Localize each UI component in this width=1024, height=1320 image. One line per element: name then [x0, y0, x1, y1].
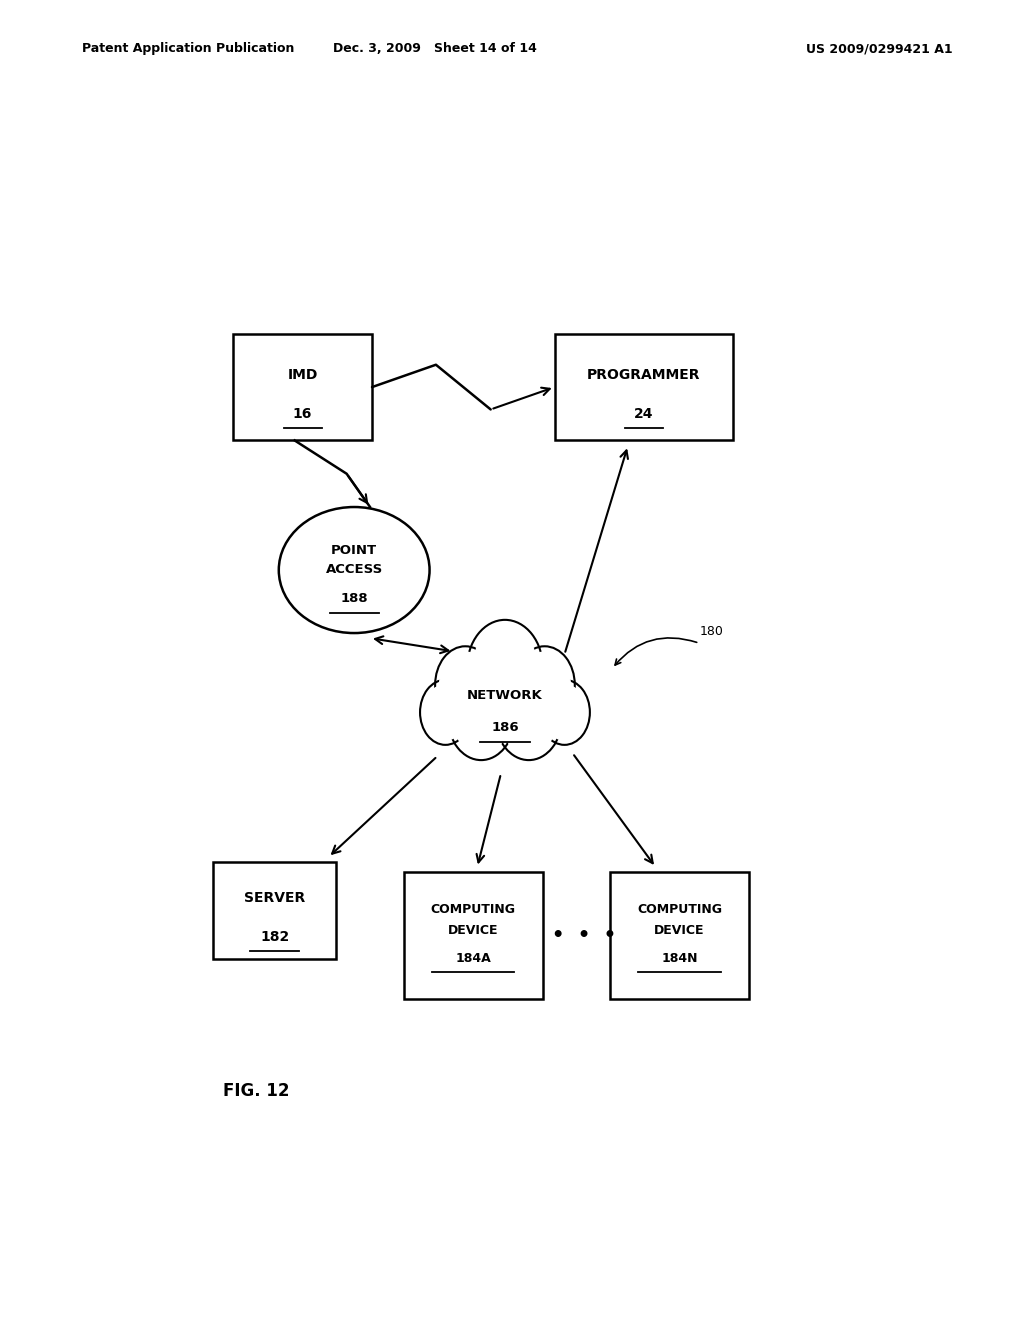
- Text: IMD: IMD: [288, 368, 317, 381]
- Text: US 2009/0299421 A1: US 2009/0299421 A1: [806, 42, 952, 55]
- FancyBboxPatch shape: [213, 862, 336, 958]
- FancyBboxPatch shape: [403, 873, 543, 999]
- Circle shape: [439, 652, 490, 718]
- Text: DEVICE: DEVICE: [447, 924, 499, 937]
- Circle shape: [453, 681, 510, 754]
- Text: NETWORK: NETWORK: [467, 689, 543, 701]
- FancyBboxPatch shape: [610, 873, 749, 999]
- Text: 24: 24: [634, 407, 653, 421]
- Circle shape: [424, 685, 467, 741]
- Circle shape: [447, 675, 514, 760]
- Text: Dec. 3, 2009   Sheet 14 of 14: Dec. 3, 2009 Sheet 14 of 14: [333, 42, 538, 55]
- Text: SERVER: SERVER: [244, 891, 305, 906]
- Text: POINT: POINT: [331, 544, 377, 557]
- Text: FIG. 12: FIG. 12: [223, 1082, 290, 1101]
- Circle shape: [473, 627, 538, 710]
- Text: COMPUTING: COMPUTING: [637, 903, 722, 916]
- Text: 182: 182: [260, 931, 290, 944]
- Circle shape: [539, 680, 590, 744]
- Text: 186: 186: [492, 721, 519, 734]
- Text: ACCESS: ACCESS: [326, 562, 383, 576]
- Text: Patent Application Publication: Patent Application Publication: [82, 42, 294, 55]
- Text: 188: 188: [340, 591, 368, 605]
- Circle shape: [543, 685, 586, 741]
- FancyBboxPatch shape: [233, 334, 372, 441]
- Circle shape: [496, 675, 562, 760]
- Text: 184N: 184N: [662, 952, 697, 965]
- Circle shape: [420, 680, 471, 744]
- Circle shape: [435, 647, 496, 723]
- Circle shape: [519, 652, 570, 718]
- Text: 184A: 184A: [456, 952, 492, 965]
- Circle shape: [514, 647, 574, 723]
- Circle shape: [467, 620, 543, 718]
- FancyBboxPatch shape: [555, 334, 733, 441]
- Text: 180: 180: [699, 624, 723, 638]
- Text: COMPUTING: COMPUTING: [431, 903, 516, 916]
- Text: PROGRAMMER: PROGRAMMER: [587, 368, 700, 381]
- Text: DEVICE: DEVICE: [654, 924, 705, 937]
- Text: •  •  •: • • •: [552, 927, 616, 945]
- Ellipse shape: [279, 507, 430, 634]
- Text: 16: 16: [293, 407, 312, 421]
- Circle shape: [501, 681, 557, 754]
